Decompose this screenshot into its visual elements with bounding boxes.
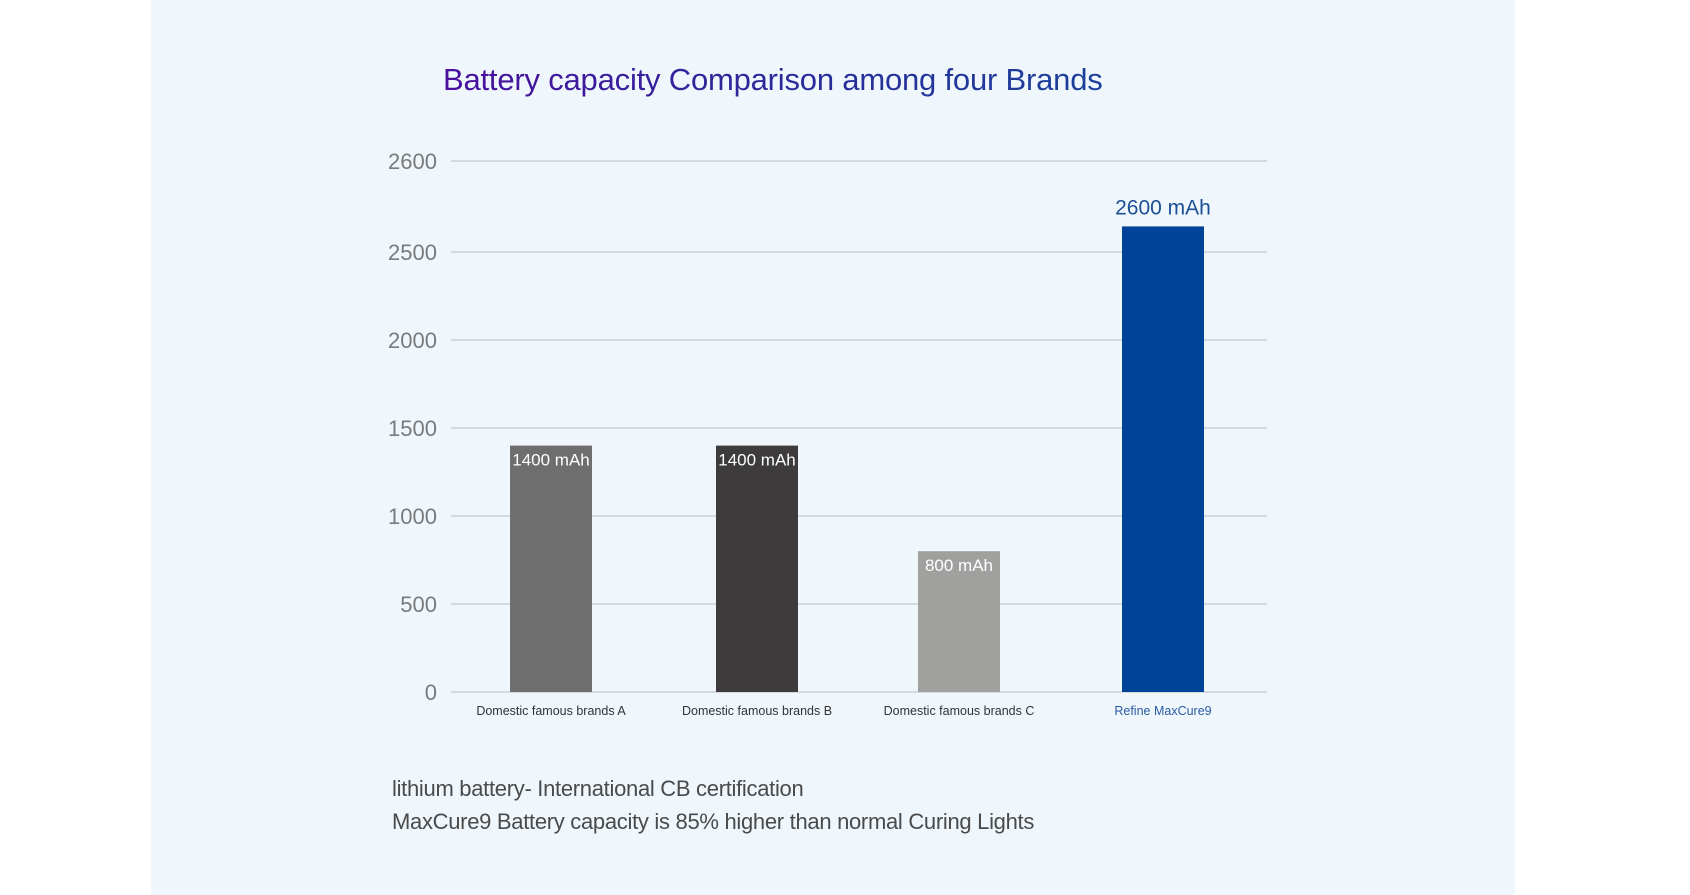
x-axis-labels: Domestic famous brands A Domestic famous … — [476, 704, 1211, 718]
x-category-label: Domestic famous brands B — [682, 704, 832, 718]
y-tick-label: 2500 — [388, 240, 437, 265]
data-label: 2600 mAh — [1115, 196, 1211, 219]
data-label: 800 mAh — [925, 556, 993, 575]
bar — [510, 445, 592, 692]
x-category-label: Domestic famous brands A — [476, 704, 626, 718]
y-axis-ticks: 0 500 1000 1500 2000 2500 2600 — [388, 149, 437, 705]
y-tick-label: 2600 — [388, 149, 437, 174]
chart-title: Battery capacity Comparison among four B… — [443, 60, 1203, 100]
x-category-label: Refine MaxCure9 — [1114, 704, 1211, 718]
bar — [716, 445, 798, 692]
bar — [1122, 226, 1204, 692]
data-label: 1400 mAh — [718, 451, 796, 470]
x-category-label: Domestic famous brands C — [884, 704, 1035, 718]
note-certification: lithium battery- International CB certif… — [392, 776, 804, 801]
bar — [918, 551, 1000, 692]
y-tick-label: 1500 — [388, 416, 437, 441]
y-tick-label: 1000 — [388, 504, 437, 529]
y-tick-label: 500 — [400, 592, 437, 617]
data-labels: 1400 mAh 1400 mAh 800 mAh 2600 mAh — [512, 196, 1211, 575]
y-tick-label: 2000 — [388, 328, 437, 353]
chart-panel — [151, 0, 1515, 895]
note-capacity-comparison: MaxCure9 Battery capacity is 85% higher … — [392, 809, 1035, 834]
bars — [510, 226, 1204, 692]
data-label: 1400 mAh — [512, 451, 590, 470]
y-tick-label: 0 — [425, 680, 437, 705]
